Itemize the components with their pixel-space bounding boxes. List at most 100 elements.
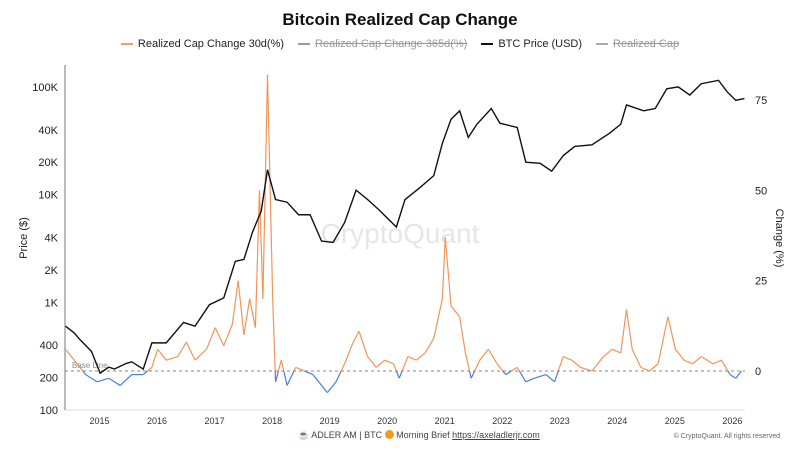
- coffee-icon: ☕: [298, 430, 310, 440]
- x-tick-label: 2018: [262, 416, 282, 426]
- watermark: CryptoQuant: [321, 218, 480, 249]
- change-30d-segment: [479, 348, 489, 361]
- x-tick-label: 2017: [205, 416, 225, 426]
- legend-item-30d[interactable]: Realized Cap Change 30d(%): [120, 38, 284, 50]
- change-30d-segment: [401, 356, 409, 372]
- change-30d-segment: [729, 374, 737, 379]
- change-30d-segment: [272, 298, 276, 372]
- change-30d-segment: [640, 366, 650, 372]
- change-30d-segment: [474, 359, 481, 372]
- footer-link[interactable]: https://axeladlerjr.com: [452, 430, 540, 440]
- change-30d-segment: [321, 385, 328, 394]
- legend-item-btc-price[interactable]: BTC Price (USD): [481, 38, 582, 50]
- legend-item-realized-cap[interactable]: Realized Cap: [596, 38, 679, 50]
- change-30d-segment: [237, 280, 245, 335]
- orange-circle-icon: [384, 430, 394, 439]
- legend-swatch: [298, 43, 311, 45]
- right-tick-label: 25: [755, 276, 767, 288]
- change-30d-segment: [312, 374, 323, 386]
- change-30d-segment: [214, 327, 225, 346]
- change-30d-segment: [505, 370, 512, 376]
- change-30d-segment: [511, 366, 518, 372]
- change-30d-segment: [254, 190, 261, 328]
- change-30d-segment: [625, 309, 633, 350]
- change-30d-segment: [205, 327, 216, 350]
- change-30d-segment: [223, 323, 233, 346]
- change-30d-segment: [516, 367, 520, 372]
- change-30d-segment: [326, 381, 337, 394]
- change-30d-segment: [286, 370, 295, 386]
- change-30d-segment: [375, 359, 386, 368]
- change-30d-segment: [557, 356, 564, 372]
- change-30d-segment: [562, 355, 573, 361]
- left-tick-label: 2K: [45, 265, 59, 277]
- change-30d-segment: [151, 349, 159, 368]
- change-30d-segment: [266, 74, 274, 299]
- change-30d-segment: [700, 356, 714, 365]
- change-30d-segment: [398, 370, 403, 379]
- change-30d-segment: [280, 360, 285, 372]
- change-30d-segment: [571, 359, 581, 368]
- change-30d-segment: [657, 316, 669, 364]
- change-30d-segment: [631, 349, 642, 368]
- change-30d-segment: [545, 374, 555, 383]
- change-30d-segment: [487, 349, 498, 365]
- legend: Realized Cap Change 30d(%) Realized Cap …: [0, 38, 800, 50]
- x-tick-label: 2024: [607, 416, 627, 426]
- change-30d-segment: [194, 348, 207, 361]
- change-30d-segment: [712, 359, 722, 365]
- change-30d-segment: [444, 237, 452, 307]
- footer-brief: Morning Brief: [396, 430, 450, 440]
- change-30d-segment: [352, 330, 360, 343]
- right-tick-label: 0: [755, 366, 761, 378]
- change-30d-segment: [674, 348, 685, 361]
- change-30d-segment: [358, 331, 369, 357]
- left-tick-label: 40K: [38, 125, 58, 137]
- left-tick-label: 200: [40, 373, 58, 385]
- change-30d-segment: [258, 190, 264, 299]
- change-30d-segment: [416, 352, 426, 361]
- x-tick-label: 2021: [435, 416, 455, 426]
- change-30d-segment: [407, 355, 417, 361]
- change-30d-segment: [119, 374, 133, 386]
- right-tick-label: 75: [755, 95, 767, 107]
- change-30d-segment: [459, 316, 466, 354]
- legend-item-365d[interactable]: Realized Cap Change 365d(%): [298, 38, 467, 50]
- change-30d-segment: [249, 298, 257, 328]
- footer: ☕ ADLER AM | BTC Morning Brief https://a…: [298, 430, 540, 441]
- x-tick-label: 2020: [377, 416, 397, 426]
- left-tick-label: 100: [40, 405, 58, 417]
- x-tick-label: 2015: [90, 416, 110, 426]
- change-30d-segment: [611, 348, 621, 354]
- change-30d-segment: [65, 348, 75, 361]
- left-tick-label: 10K: [38, 190, 58, 202]
- change-30d-segment: [384, 359, 394, 365]
- change-30d-segment: [720, 359, 729, 372]
- change-30d-segment: [97, 377, 109, 383]
- change-30d-segment: [177, 341, 187, 357]
- change-30d-segment: [603, 348, 613, 357]
- x-tick-label: 2019: [320, 416, 340, 426]
- legend-label: BTC Price (USD): [498, 38, 583, 50]
- change-30d-segment: [85, 374, 98, 383]
- change-30d-segment: [433, 298, 443, 339]
- change-30d-segment: [441, 237, 446, 299]
- change-30d-segment: [464, 352, 471, 372]
- change-30d-segment: [108, 377, 121, 386]
- legend-swatch: [481, 43, 494, 45]
- left-tick-label: 4K: [45, 232, 59, 244]
- x-tick-label: 2022: [492, 416, 512, 426]
- change-30d-segment: [580, 366, 593, 372]
- change-30d-segment: [274, 370, 280, 382]
- left-tick-label: 20K: [38, 157, 58, 169]
- change-30d-segment: [525, 377, 535, 383]
- change-30d-segment: [496, 363, 504, 372]
- left-axis-label: Price ($): [18, 217, 30, 259]
- change-30d-segment: [502, 370, 507, 375]
- x-tick-label: 2025: [665, 416, 685, 426]
- change-30d-segment: [147, 366, 153, 372]
- legend-swatch: [596, 43, 609, 45]
- chart-title: Bitcoin Realized Cap Change: [282, 10, 518, 29]
- change-30d-segment: [735, 370, 743, 379]
- legend-label: Realized Cap Change 365d(%): [315, 38, 468, 50]
